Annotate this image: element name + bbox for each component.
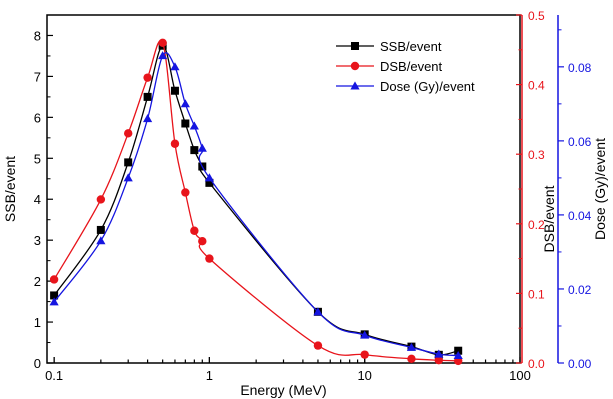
data-point-triangle: [158, 51, 168, 60]
data-point-triangle: [123, 173, 133, 182]
legend-item: SSB/event: [336, 39, 442, 54]
data-point-triangle: [143, 114, 153, 123]
legend: SSB/event DSB/event Dose (Gy)/event: [336, 39, 475, 94]
legend-label: SSB/event: [380, 39, 442, 54]
left-y-tick-label: 6: [34, 110, 41, 125]
legend-marker: [351, 42, 359, 50]
blue-y-tick-label: 0.08: [568, 61, 592, 75]
data-point-circle: [170, 139, 180, 148]
legend-label: DSB/event: [380, 59, 443, 74]
data-point-triangle: [189, 121, 199, 130]
x-tick-label: 100: [509, 368, 531, 383]
left-y-tick-label: 8: [34, 28, 41, 43]
x-tick-label: 10: [357, 368, 371, 383]
legend-marker: [350, 81, 360, 90]
x-tick-label: 1: [206, 368, 213, 383]
red-y-tick-label: 0.3: [528, 148, 545, 162]
data-point-circle: [360, 350, 369, 359]
left-y-tick-label: 0: [34, 356, 41, 371]
red-y-tick-label: 0.5: [528, 9, 545, 23]
data-point-circle: [434, 356, 443, 365]
red-y-tick-label: 0.1: [528, 287, 545, 301]
data-point-square: [50, 291, 59, 300]
blue-y-tick-label: 0.04: [568, 209, 592, 223]
data-point-square: [205, 178, 214, 187]
legend-marker: [350, 61, 360, 71]
data-point-circle: [190, 226, 199, 235]
data-point-square: [181, 119, 190, 128]
red-y-tick-label: 0.2: [528, 218, 545, 232]
data-point-triangle: [180, 99, 190, 108]
blue-y-tick-label: 0.06: [568, 135, 592, 149]
blue-y-tick-label: 0.02: [568, 283, 592, 297]
legend-item: DSB/event: [336, 59, 443, 74]
data-point-triangle: [170, 62, 180, 71]
axes-layer: 0.1 1 10 100 Energy (MeV) 0 1 2 3 4 5 6 7 8 SSB/event 0…: [2, 9, 608, 398]
blue-y-axis-label: Dose (Gy)/event: [592, 138, 608, 240]
left-y-tick-label: 4: [34, 192, 41, 207]
data-point-triangle: [406, 342, 417, 351]
x-tick-label: 0.1: [45, 368, 63, 383]
data-point-circle: [181, 188, 190, 197]
data-point-square: [190, 146, 199, 155]
data-point-triangle: [96, 236, 106, 245]
data-point-triangle: [197, 143, 207, 152]
data-point-circle: [124, 129, 133, 138]
left-y-tick-label: 2: [34, 274, 41, 289]
series-layer: [49, 38, 463, 366]
data-point-triangle: [360, 330, 370, 339]
data-point-square: [143, 92, 152, 101]
data-point-circle: [198, 237, 207, 246]
data-point-circle: [205, 254, 214, 263]
x-axis-label: Energy (MeV): [240, 382, 326, 398]
data-point-square: [96, 225, 105, 234]
left-y-tick-label: 3: [34, 233, 41, 248]
data-point-circle: [407, 354, 416, 364]
left-y-tick-label: 7: [34, 69, 41, 84]
plot-frame-layer: [46, 14, 521, 364]
data-point-triangle: [204, 173, 215, 182]
data-point-circle: [158, 38, 167, 48]
plot-frame: [46, 14, 521, 364]
data-point-square: [124, 158, 133, 167]
series-triangle-group: [49, 51, 463, 360]
data-point-circle: [96, 195, 106, 204]
red-y-axis-label: DSB/event: [541, 185, 557, 252]
red-y-tick-label: 0.0: [528, 357, 545, 371]
red-y-tick-label: 0.4: [528, 79, 545, 93]
left-y-tick-label: 1: [34, 315, 41, 330]
legend-item: Dose (Gy)/event: [336, 79, 475, 94]
data-point-circle: [49, 275, 59, 284]
data-point-triangle: [434, 349, 444, 358]
left-y-axis-label: SSB/event: [2, 156, 18, 222]
data-point-triangle: [313, 307, 323, 316]
data-point-triangle: [49, 297, 59, 306]
data-point-square: [170, 86, 179, 95]
data-point-circle: [143, 73, 152, 82]
data-point-triangle: [453, 350, 463, 360]
left-y-tick-label: 5: [34, 151, 41, 166]
data-point-circle: [313, 341, 323, 350]
series-line: [53, 52, 459, 357]
data-point-square: [454, 346, 463, 355]
blue-y-tick-label: 0.00: [568, 357, 592, 371]
series-circle-group: [49, 38, 463, 366]
legend-label: Dose (Gy)/event: [380, 79, 475, 94]
